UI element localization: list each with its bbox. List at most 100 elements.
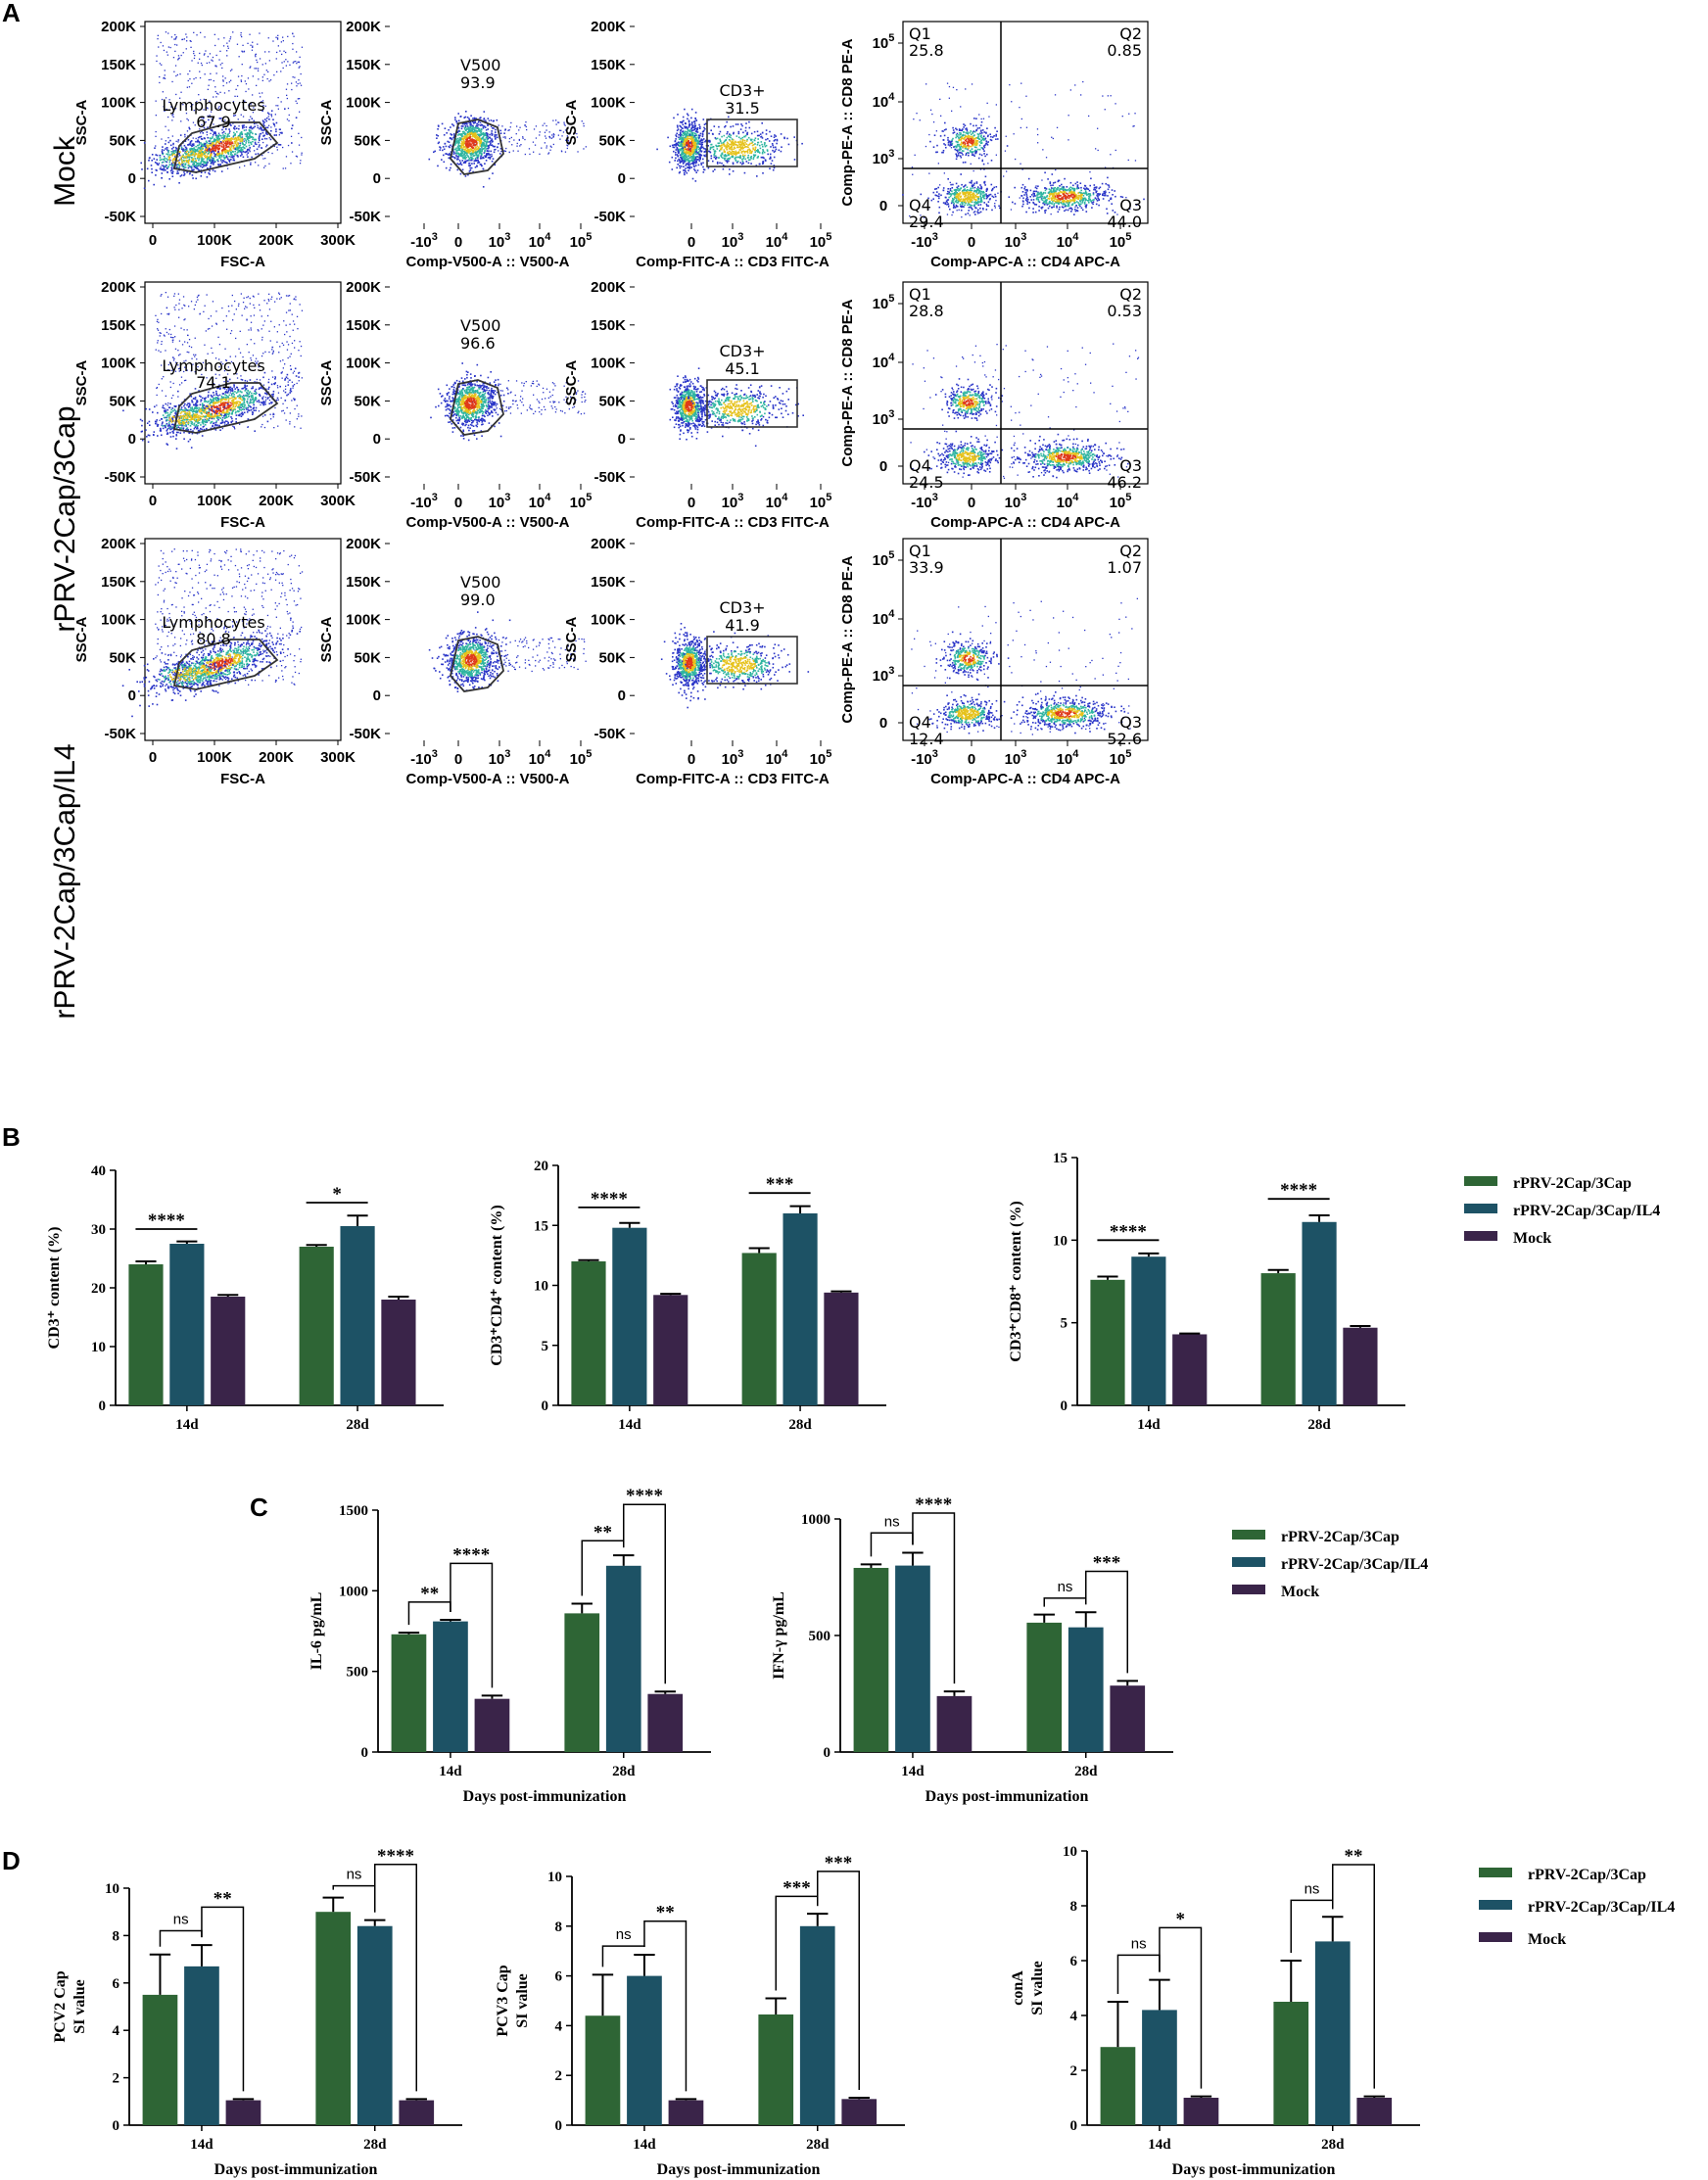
event-dot <box>770 146 772 148</box>
event-dot <box>211 129 213 131</box>
event-dot <box>699 158 701 161</box>
event-dot <box>245 83 248 85</box>
event-dot <box>976 188 978 190</box>
event-dot <box>733 151 735 153</box>
event-dot <box>299 82 301 84</box>
event-dot <box>491 144 494 146</box>
event-dot <box>934 194 937 197</box>
event-dot <box>973 150 976 153</box>
event-dot <box>474 166 477 168</box>
event-dot <box>679 166 682 169</box>
event-dot <box>731 142 733 144</box>
event-dot <box>298 144 301 146</box>
event-dot <box>735 156 737 159</box>
event-dot <box>957 199 960 201</box>
event-dot <box>977 192 979 195</box>
event-dot <box>949 145 951 147</box>
event-dot <box>699 155 701 157</box>
y-tick-label: 0 <box>618 170 626 187</box>
event-dot <box>944 196 947 199</box>
event-dot <box>983 197 985 200</box>
event-dot <box>265 119 267 122</box>
event-dot <box>156 159 158 161</box>
event-dot <box>285 59 287 61</box>
event-dot <box>965 191 967 194</box>
event-dot <box>980 124 982 126</box>
event-dot <box>485 160 488 162</box>
event-dot <box>696 169 699 171</box>
event-dot <box>486 150 489 152</box>
event-dot <box>232 134 235 137</box>
event-dot <box>161 162 164 164</box>
event-dot <box>971 185 973 187</box>
event-dot <box>774 150 777 152</box>
event-dot <box>973 130 975 132</box>
event-dot <box>202 161 205 163</box>
event-dot <box>482 147 485 150</box>
event-dot <box>437 165 439 167</box>
event-dot <box>973 155 975 157</box>
event-dot <box>746 149 749 152</box>
event-dot <box>264 158 266 160</box>
event-dot <box>457 140 460 143</box>
event-dot <box>932 121 935 123</box>
event-dot <box>187 160 190 163</box>
event-dot <box>994 193 996 196</box>
event-dot <box>1009 84 1011 86</box>
event-dot <box>198 94 200 96</box>
event-dot <box>749 152 751 154</box>
event-dot <box>1015 158 1017 161</box>
event-dot <box>748 148 750 151</box>
event-dot <box>744 126 747 129</box>
event-dot <box>214 132 216 134</box>
event-dot <box>237 138 240 141</box>
event-dot <box>951 187 954 189</box>
event-dot <box>969 204 972 207</box>
event-dot <box>705 149 707 151</box>
event-dot <box>464 135 466 138</box>
event-dot <box>234 141 236 144</box>
event-dot <box>739 128 742 130</box>
event-dot <box>684 146 687 148</box>
event-dot <box>700 139 703 142</box>
event-dot <box>205 121 207 123</box>
event-dot <box>193 78 195 80</box>
event-dot <box>285 156 288 158</box>
event-dot <box>684 157 686 160</box>
event-dot <box>987 205 990 208</box>
event-dot <box>681 126 683 129</box>
event-dot <box>476 151 479 154</box>
event-dot <box>261 131 264 134</box>
event-dot <box>694 138 696 141</box>
event-dot <box>478 127 481 130</box>
event-dot <box>969 135 972 138</box>
event-dot <box>471 129 473 132</box>
event-dot <box>240 114 242 116</box>
event-dot <box>168 161 171 164</box>
event-dot <box>970 137 972 140</box>
event-dot <box>736 162 738 164</box>
event-dot <box>253 119 256 122</box>
event-dot <box>491 153 493 156</box>
event-dot <box>698 123 700 126</box>
event-dot <box>200 152 203 154</box>
event-dot <box>228 139 230 142</box>
event-dot <box>261 138 263 140</box>
event-dot <box>151 171 153 173</box>
event-dot <box>736 160 739 163</box>
event-dot <box>700 162 702 165</box>
event-dot <box>688 155 690 157</box>
event-dot <box>206 164 208 166</box>
event-dot <box>697 145 699 148</box>
event-dot <box>1005 135 1007 137</box>
event-dot <box>161 177 163 179</box>
event-dot <box>761 122 763 124</box>
event-dot <box>452 124 454 126</box>
event-dot <box>169 169 172 172</box>
event-dot <box>728 116 730 118</box>
event-dot <box>477 159 479 162</box>
event-dot <box>951 201 953 203</box>
event-dot <box>468 165 471 167</box>
event-dot <box>466 125 469 127</box>
event-dot <box>451 156 454 158</box>
